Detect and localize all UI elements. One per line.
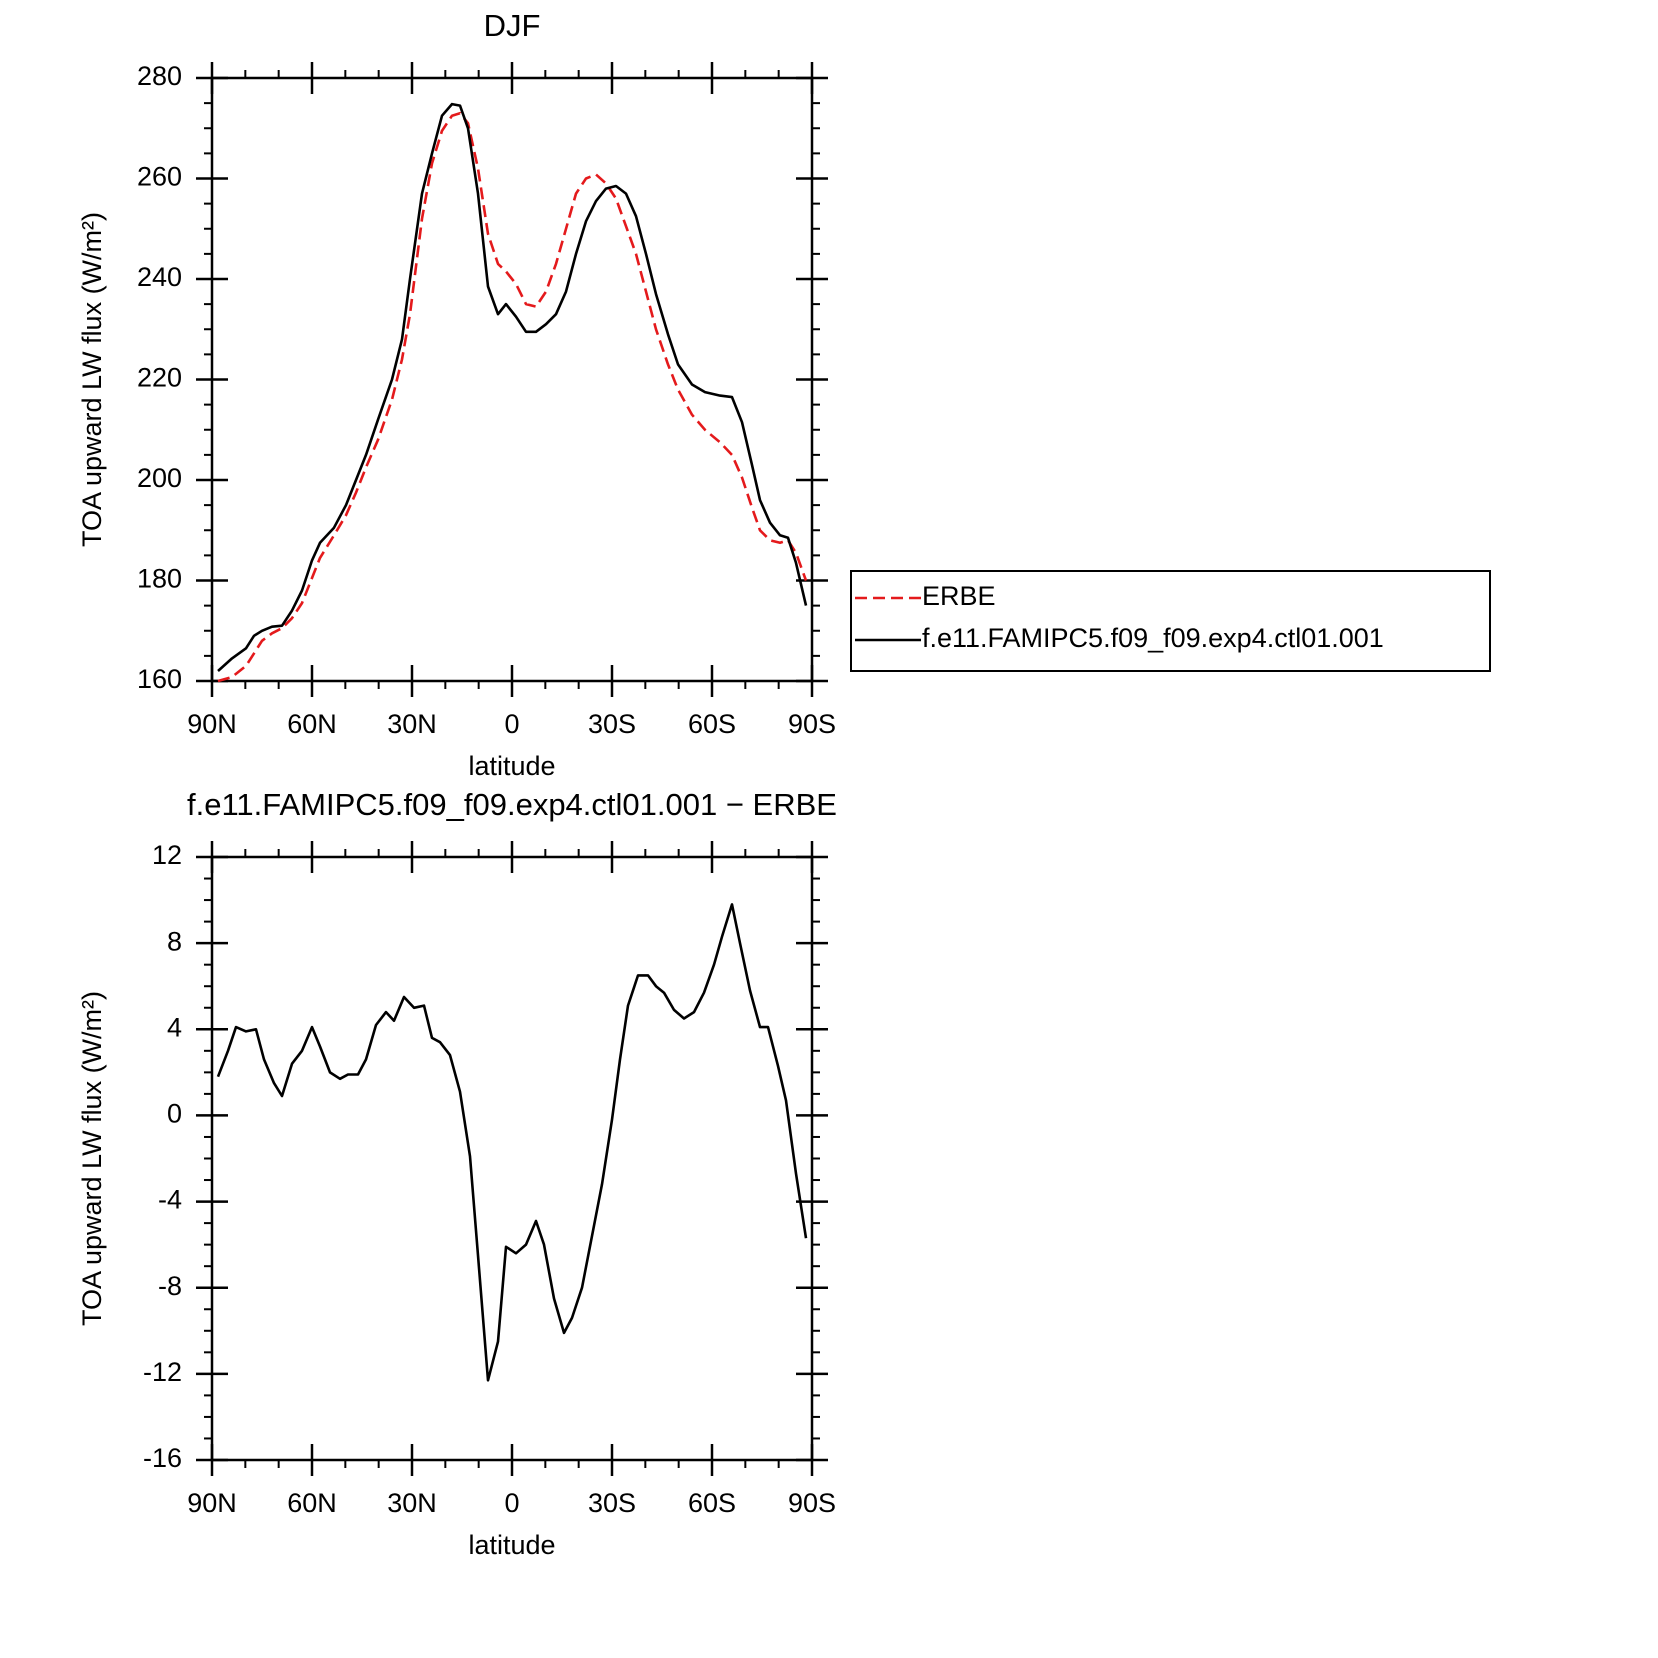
x-tick-label: 30S xyxy=(588,1488,636,1518)
x-tick-label: 90S xyxy=(788,709,836,739)
y-tick-label: -8 xyxy=(158,1271,182,1301)
y-tick-label: 4 xyxy=(167,1012,182,1042)
y-tick-label: 260 xyxy=(137,162,182,192)
x-tick-label: 0 xyxy=(504,709,519,739)
legend-label: f.e11.FAMIPC5.f09_f09.exp4.ctl01.001 xyxy=(922,623,1384,653)
legend-box xyxy=(850,570,1491,672)
x-tick-label: 60N xyxy=(287,1488,337,1518)
y-tick-label: 180 xyxy=(137,564,182,594)
x-tick-label: 90N xyxy=(187,709,237,739)
y-axis-label: TOA upward LW flux (W/m²) xyxy=(77,991,107,1326)
legend-label: ERBE xyxy=(922,581,996,611)
x-tick-label: 60S xyxy=(688,709,736,739)
y-axis-label: TOA upward LW flux (W/m²) xyxy=(77,212,107,547)
y-tick-label: 220 xyxy=(137,363,182,393)
y-tick-label: 280 xyxy=(137,61,182,91)
x-tick-label: 30N xyxy=(387,1488,437,1518)
y-tick-label: -16 xyxy=(143,1443,182,1473)
y-tick-label: 12 xyxy=(152,840,182,870)
x-tick-label: 60N xyxy=(287,709,337,739)
x-tick-label: 0 xyxy=(504,1488,519,1518)
x-tick-label: 90S xyxy=(788,1488,836,1518)
x-axis-label: latitude xyxy=(468,1530,555,1560)
series-line xyxy=(217,111,808,683)
x-tick-label: 30N xyxy=(387,709,437,739)
x-axis-label: latitude xyxy=(468,751,555,781)
x-tick-label: 90N xyxy=(187,1488,237,1518)
y-tick-label: 0 xyxy=(167,1099,182,1129)
y-tick-label: 240 xyxy=(137,262,182,292)
x-tick-label: 60S xyxy=(688,1488,736,1518)
y-tick-label: 160 xyxy=(137,664,182,694)
x-tick-label: 30S xyxy=(588,709,636,739)
y-tick-label: -12 xyxy=(143,1357,182,1387)
plot-frame xyxy=(210,855,814,1462)
chart-title: DJF xyxy=(484,8,541,43)
y-tick-label: 8 xyxy=(167,926,182,956)
series-line xyxy=(216,903,808,1382)
series-line xyxy=(217,102,808,672)
chart-title: f.e11.FAMIPC5.f09_f09.exp4.ctl01.001 − E… xyxy=(187,787,837,822)
y-tick-label: -4 xyxy=(158,1185,182,1215)
y-tick-label: 200 xyxy=(137,463,182,493)
